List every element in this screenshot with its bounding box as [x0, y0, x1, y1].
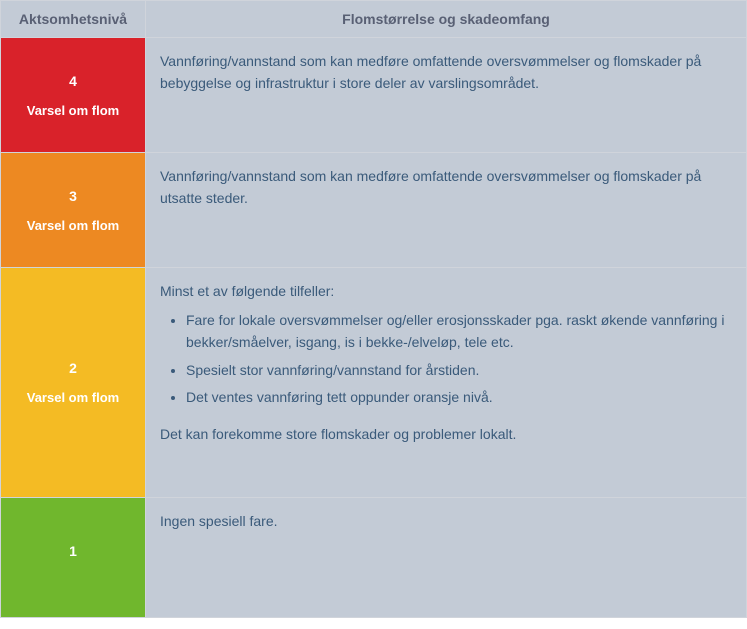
description-text: Vannføring/vannstand som kan medføre omf…: [160, 168, 701, 206]
description-cell: Minst et av følgende tilfeller: Fare for …: [146, 268, 747, 498]
description-intro: Minst et av følgende tilfeller:: [160, 280, 732, 302]
description-list: Fare for lokale oversvømmelser og/eller …: [160, 310, 732, 409]
description-text: Ingen spesiell fare.: [160, 513, 278, 529]
table-row: 2 Varsel om flom Minst et av følgende tilf…: [1, 268, 747, 498]
level-cell: 4 Varsel om flom: [1, 38, 146, 153]
description-cell: Vannføring/vannstand som kan medføre omf…: [146, 153, 747, 268]
header-col-level: Aktsomhetsnivå: [1, 1, 146, 38]
level-label: Varsel om flom: [9, 103, 137, 118]
table-row: 3 Varsel om flom Vannføring/vannstand som …: [1, 153, 747, 268]
header-col-desc: Flomstørrelse og skadeomfang: [146, 1, 747, 38]
description-list-item: Fare for lokale oversvømmelser og/eller …: [186, 310, 732, 353]
flood-warning-table: Aktsomhetsnivå Flomstørrelse og skadeomf…: [0, 0, 747, 618]
level-label: Varsel om flom: [9, 218, 137, 233]
description-text: Vannføring/vannstand som kan medføre omf…: [160, 53, 701, 91]
description-cell: Vannføring/vannstand som kan medføre omf…: [146, 38, 747, 153]
level-cell: 1: [1, 498, 146, 618]
level-cell: 3 Varsel om flom: [1, 153, 146, 268]
level-number: 1: [9, 543, 137, 559]
description-outro: Det kan forekomme store flomskader og pr…: [160, 423, 732, 445]
description-cell: Ingen spesiell fare.: [146, 498, 747, 618]
level-cell: 2 Varsel om flom: [1, 268, 146, 498]
table-header-row: Aktsomhetsnivå Flomstørrelse og skadeomf…: [1, 1, 747, 38]
level-label: Varsel om flom: [9, 390, 137, 405]
description-list-item: Det ventes vannføring tett oppunder oran…: [186, 387, 732, 409]
description-list-item: Spesielt stor vannføring/vannstand for å…: [186, 360, 732, 382]
level-number: 3: [9, 188, 137, 204]
level-number: 4: [9, 73, 137, 89]
table-row: 1 Ingen spesiell fare.: [1, 498, 747, 618]
table-row: 4 Varsel om flom Vannføring/vannstand som …: [1, 38, 747, 153]
level-number: 2: [9, 360, 137, 376]
